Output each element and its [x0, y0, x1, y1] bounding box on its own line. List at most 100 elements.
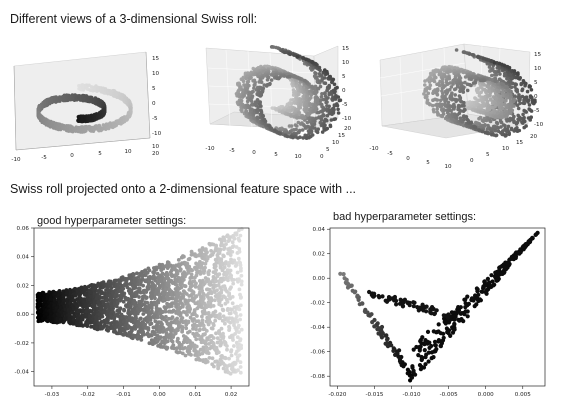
roll-point: [89, 85, 94, 89]
roll-point: [448, 87, 452, 92]
scatter-point: [228, 253, 233, 257]
roll-point: [295, 124, 299, 128]
roll-point: [101, 123, 106, 127]
scatter-point: [193, 275, 197, 280]
roll-point: [304, 57, 308, 61]
roll-point: [427, 86, 432, 91]
roll-point: [493, 79, 497, 83]
scatter-point: [214, 331, 218, 336]
roll-point: [488, 77, 492, 81]
roll-point: [509, 85, 514, 89]
roll-point: [307, 58, 311, 62]
roll-point: [473, 81, 477, 85]
roll-point: [529, 109, 534, 113]
scatter-point: [210, 356, 215, 361]
roll-point: [526, 98, 531, 102]
scatter-point: [174, 346, 179, 351]
roll-point: [317, 65, 322, 70]
x-tick-label: -5: [41, 155, 47, 161]
roll-point: [318, 68, 322, 73]
roll-point: [316, 101, 320, 105]
roll-point: [239, 98, 244, 103]
roll-point: [496, 126, 501, 130]
z-tick-label: 0: [342, 88, 346, 94]
roll-point: [304, 109, 309, 113]
roll-point: [318, 98, 323, 103]
roll-point: [452, 118, 457, 122]
scatter-point: [189, 272, 194, 277]
roll-point: [435, 110, 440, 115]
scatter-point: [237, 249, 242, 254]
roll-point: [87, 83, 91, 87]
roll-point: [495, 121, 500, 126]
roll-point: [454, 116, 459, 120]
roll-point: [323, 94, 328, 98]
roll-point: [289, 114, 293, 118]
scatter-point: [186, 257, 191, 262]
roll-point: [285, 75, 290, 79]
roll-point: [450, 112, 454, 116]
roll-point: [494, 133, 498, 138]
roll-point: [314, 71, 318, 76]
roll-point: [326, 96, 330, 100]
roll-point: [522, 125, 526, 130]
roll-point: [503, 134, 508, 138]
roll-point: [313, 90, 317, 94]
roll-point: [481, 78, 486, 83]
roll-point: [426, 91, 431, 96]
roll-point: [336, 95, 341, 99]
z-tick-label: 5: [534, 80, 538, 86]
roll-point: [287, 131, 291, 135]
roll-point: [461, 87, 465, 92]
roll-point: [446, 100, 451, 105]
roll-point: [441, 91, 445, 96]
scatter-point: [198, 272, 203, 276]
roll-point: [80, 130, 85, 134]
x-tick-label: 0: [406, 156, 410, 162]
x-axis-ticks-2: -10 -5 0 5 10: [205, 146, 302, 160]
roll-point: [335, 85, 339, 90]
roll-point: [508, 89, 512, 93]
scatter-point: [235, 358, 240, 363]
x-tick-label: 5: [426, 160, 430, 166]
roll-point: [250, 94, 255, 98]
roll-point: [479, 90, 483, 94]
roll-point: [505, 96, 509, 100]
good-scatter-points: [35, 227, 244, 376]
roll-point: [500, 102, 504, 106]
x-tick-label: -10: [369, 146, 379, 152]
roll-point: [518, 101, 522, 106]
roll-point: [302, 78, 307, 83]
roll-point: [485, 127, 490, 131]
roll-point: [303, 126, 308, 130]
roll-point: [253, 82, 257, 87]
roll-point: [313, 126, 317, 130]
roll-point: [292, 53, 296, 57]
roll-point: [241, 79, 246, 84]
roll-point: [529, 88, 534, 92]
roll-point: [493, 128, 498, 133]
x-axis-ticks-3: -10 -5 0 5 10: [369, 146, 452, 170]
z-tick-label: 5: [152, 86, 156, 92]
x-tick-label: 10: [124, 149, 132, 155]
roll-point: [291, 98, 295, 102]
roll-point: [331, 111, 336, 115]
x-tick-label: -5: [387, 151, 393, 157]
roll-point: [321, 97, 326, 102]
x-tick-label: -10: [11, 157, 21, 163]
z-tick-label: 15: [534, 52, 542, 58]
roll-point: [242, 93, 246, 98]
roll-point: [425, 94, 429, 99]
scatter-point: [231, 278, 236, 282]
roll-point: [292, 74, 296, 79]
roll-point: [480, 129, 485, 134]
roll-point: [338, 98, 343, 102]
x-tick-label: 10: [444, 164, 452, 170]
roll-point: [469, 120, 473, 125]
roll-point: [484, 130, 488, 135]
roll-point: [525, 89, 530, 94]
roll-point: [431, 103, 435, 108]
